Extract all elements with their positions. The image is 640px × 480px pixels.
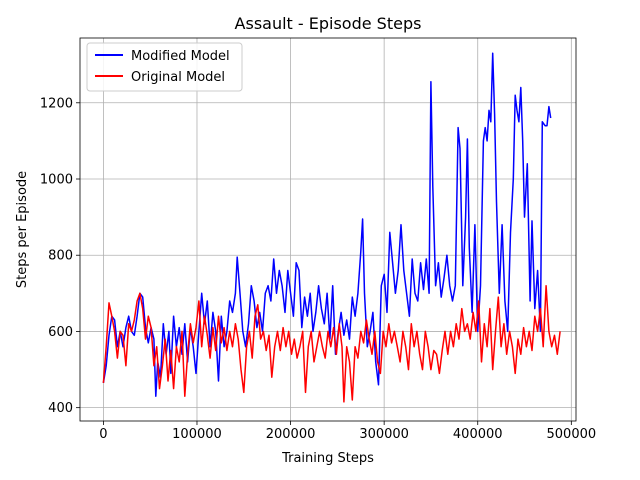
y-tick-label: 400 [48,401,73,416]
x-tick-label: 200000 [266,427,316,442]
series-lines [102,52,561,403]
series-line-original-model [102,284,561,403]
x-tick-label: 400000 [453,427,503,442]
x-tick-label: 300000 [359,427,409,442]
plot-frame [79,37,577,422]
y-tick-label: 1000 [40,173,73,188]
chart-title: Assault - Episode Steps [235,14,422,33]
x-tick-label: 100000 [172,427,222,442]
legend: Modified Model Original Model [86,42,243,92]
x-axis-label: Training Steps [281,451,374,466]
y-tick-label: 800 [48,249,73,264]
y-axis-label: Steps per Episode [15,171,30,288]
axis-ticks: 0 100000 200000 300000 400000 500000 400 600 800… [40,96,596,442]
legend-box [86,42,243,92]
y-tick-label: 1200 [40,96,73,111]
legend-label-modified-model: Modified Model [131,49,230,64]
x-tick-label: 0 [99,427,107,442]
y-tick-label: 600 [48,325,73,340]
legend-label-original-model: Original Model [131,70,225,85]
x-tick-label: 500000 [547,427,597,442]
